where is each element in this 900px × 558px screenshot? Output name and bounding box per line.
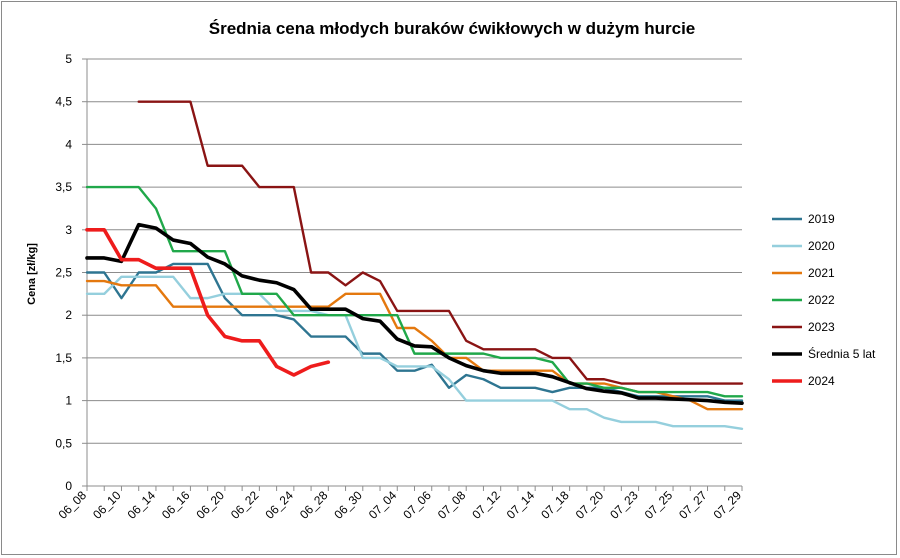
x-tick-label: 06_20 <box>194 488 228 522</box>
y-tick-label: 1,5 <box>55 351 72 365</box>
x-tick-label: 06_22 <box>228 488 262 522</box>
series-line-2022 <box>85 185 744 398</box>
x-tick-label: 07_20 <box>573 488 607 522</box>
x-tick-label: 07_08 <box>435 488 469 522</box>
legend-label: 2024 <box>808 374 835 388</box>
x-tick-label: 06_28 <box>297 488 331 522</box>
legend-label: 2020 <box>808 239 835 253</box>
x-tick-label: 06_24 <box>262 488 296 522</box>
series-lines <box>85 100 744 430</box>
x-tick-label: 07_04 <box>366 488 400 522</box>
series-line-2023 <box>137 100 744 385</box>
x-axis-ticks: 06_08 06_10 06_14 06_16 06_20 06_22 06_24 06_28… <box>56 488 745 522</box>
series-line-2024 <box>85 228 331 377</box>
y-tick-label: 5 <box>65 52 72 66</box>
y-tick-label: 3 <box>65 223 72 237</box>
chart-title: Średnia cena młodych buraków ćwikłowych … <box>209 19 696 38</box>
y-tick-label: 2 <box>65 308 72 322</box>
x-tick-label: 06_14 <box>125 488 159 522</box>
legend: 2019 2020 2021 2022 2023 Średnia 5 lat 2024 <box>772 212 876 388</box>
gridlines <box>87 58 742 444</box>
legend-label: 2023 <box>808 320 835 334</box>
series-line-2020 <box>85 275 744 430</box>
y-tick-label: 0 <box>65 479 72 493</box>
y-axis-ticks: 0 0,5 1 1,5 2 2,5 3 3,5 4 4,5 5 <box>55 52 72 493</box>
series-line-2019 <box>85 262 744 402</box>
x-tick-label: 07_06 <box>400 488 434 522</box>
y-tick-label: 1 <box>65 394 72 408</box>
x-tick-label: 07_23 <box>607 488 641 522</box>
y-axis-label: Cena [zł/kg] <box>26 243 38 305</box>
x-tick-label: 07_18 <box>538 488 572 522</box>
x-tick-label: 07_29 <box>711 488 745 522</box>
x-tick-label: 06_16 <box>159 488 193 522</box>
legend-label: 2021 <box>808 266 835 280</box>
y-tick-label: 2,5 <box>55 266 72 280</box>
x-tick-label: 07_27 <box>676 488 710 522</box>
series-line--rednia-5-lat <box>85 222 744 405</box>
x-tick-label: 06_30 <box>331 488 365 522</box>
x-tick-label: 06_08 <box>56 488 90 522</box>
axes <box>82 58 743 491</box>
legend-label: Średnia 5 lat <box>808 346 876 361</box>
y-tick-label: 4,5 <box>55 95 72 109</box>
y-tick-label: 3,5 <box>55 180 72 194</box>
x-tick-label: 07_14 <box>504 488 538 522</box>
x-tick-label: 07_25 <box>642 488 676 522</box>
x-tick-label: 07_12 <box>469 488 503 522</box>
legend-label: 2019 <box>808 212 835 226</box>
legend-label: 2022 <box>808 293 835 307</box>
y-tick-label: 0,5 <box>55 436 72 450</box>
y-tick-label: 4 <box>65 137 72 151</box>
x-tick-label: 06_10 <box>90 488 124 522</box>
